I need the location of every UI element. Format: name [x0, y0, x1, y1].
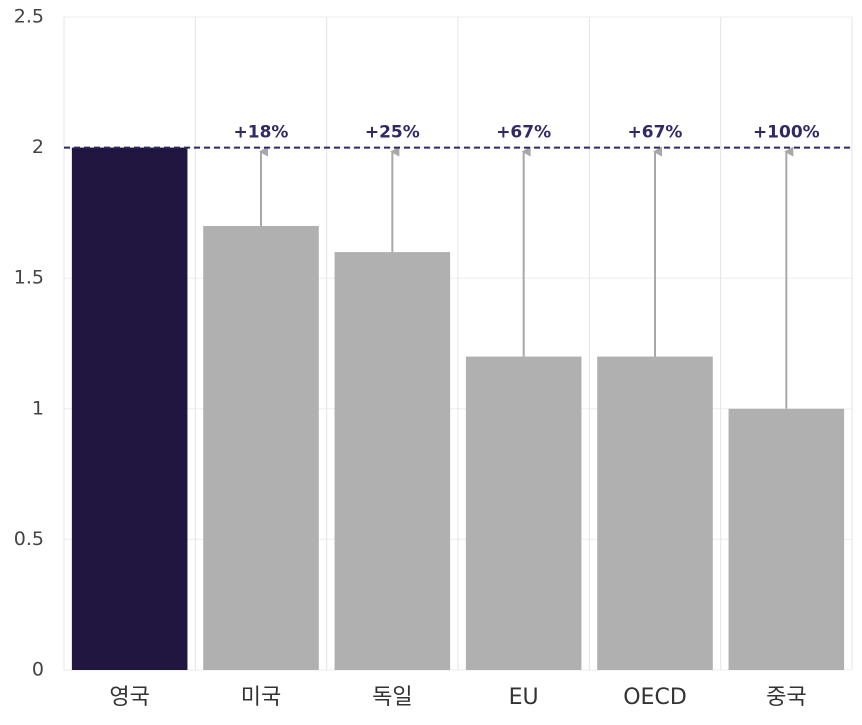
bar — [728, 408, 845, 670]
x-tick-label: EU — [509, 685, 539, 710]
x-tick-label: 영국 — [109, 685, 149, 710]
y-tick-label: 1.5 — [14, 267, 44, 289]
y-tick-label: 2.5 — [14, 6, 44, 28]
bar — [597, 356, 713, 670]
annotation: +67% — [496, 123, 551, 143]
y-tick-label: 0 — [32, 659, 44, 681]
bar — [71, 147, 188, 671]
x-tick-label: OECD — [623, 685, 687, 710]
x-tick-label: 독일 — [372, 685, 412, 710]
bar — [465, 356, 582, 670]
bar — [203, 225, 319, 670]
x-tick-label: 중국 — [766, 685, 806, 710]
y-tick-label: 2 — [32, 136, 44, 158]
y-tick-label: 0.5 — [14, 528, 44, 550]
x-tick-label: 미국 — [241, 685, 281, 710]
annotation: +25% — [365, 123, 420, 143]
bar — [334, 252, 451, 670]
annotation: +100% — [753, 123, 820, 143]
annotation: +18% — [234, 123, 289, 143]
y-tick-label: 1 — [32, 397, 44, 419]
annotation: +67% — [628, 123, 683, 143]
